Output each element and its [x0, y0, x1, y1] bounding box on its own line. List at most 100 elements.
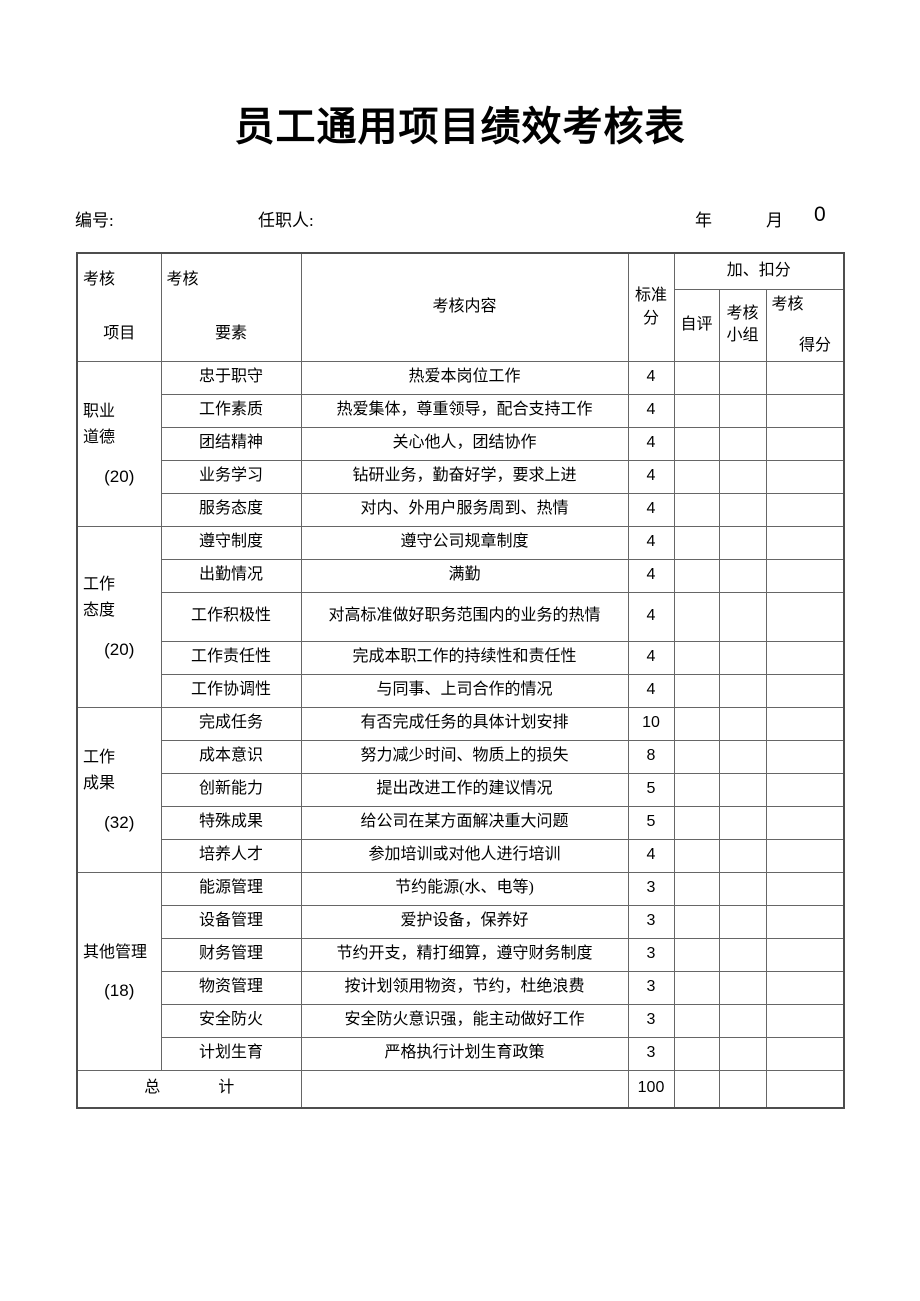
header-element-line1: 考核 [166, 271, 199, 288]
team-eval-cell [718, 393, 767, 428]
final-score-cell [765, 426, 845, 461]
category-cell: 工作 态度 (20) [76, 525, 162, 708]
table-row: 职业 道德 (20) 忠于职守 热爱本岗位工作 4 [76, 360, 845, 527]
header-team-line1: 考核 [726, 305, 759, 323]
final-score-cell [765, 673, 845, 708]
table-row: 团结精神 关心他人，团结协作 4 [77, 426, 845, 461]
final-score-cell [765, 871, 845, 906]
header-assessment-element: 考核 要素 [160, 252, 302, 362]
self-eval-cell [673, 937, 720, 972]
header-standard-score: 标准 分 [627, 252, 675, 362]
table-row: 工作 成果 (32) 完成任务 有否完成任务的具体计划安排 10 [76, 706, 845, 873]
category-weight: (18) [104, 981, 135, 1001]
standard-score-cell: 4 [627, 459, 675, 494]
content-cell: 节约开支，精打细算，遵守财务制度 [300, 937, 629, 972]
table-row: 创新能力 提出改进工作的建议情况 5 [77, 772, 845, 807]
team-eval-cell [718, 492, 767, 527]
category-line: 态度 [83, 601, 116, 619]
standard-score-cell: 3 [627, 904, 675, 939]
header-add-deduct-group: 加、扣分 [673, 252, 845, 290]
team-eval-cell [718, 1003, 767, 1038]
team-eval-cell [718, 1036, 767, 1071]
content-cell: 节约能源(水、电等) [300, 871, 629, 906]
header-row-2: 自评 考核 小组 考核 得分 [77, 288, 845, 362]
header-assessment-content: 考核内容 [300, 252, 629, 362]
final-score-cell [765, 459, 845, 494]
team-eval-cell [718, 970, 767, 1005]
total-label-right: 计 [218, 1079, 235, 1097]
self-eval-cell [673, 838, 720, 873]
content-cell: 给公司在某方面解决重大问题 [300, 805, 629, 840]
final-score-cell [765, 1003, 845, 1038]
content-cell: 爱护设备，保养好 [300, 904, 629, 939]
total-final-score-cell [765, 1069, 845, 1109]
team-eval-cell [718, 459, 767, 494]
header-assessment-item: 考核 项目 [76, 252, 162, 362]
final-score-cell [765, 937, 845, 972]
team-eval-cell [718, 904, 767, 939]
team-eval-cell [718, 591, 767, 642]
element-cell: 业务学习 [160, 459, 302, 494]
final-score-cell [765, 772, 845, 807]
final-score-cell [765, 558, 845, 593]
self-eval-cell [673, 904, 720, 939]
standard-score-cell: 4 [627, 525, 675, 560]
team-eval-cell [718, 871, 767, 906]
team-eval-cell [718, 360, 767, 395]
content-cell: 按计划领用物资，节约，杜绝浪费 [300, 970, 629, 1005]
self-eval-cell [673, 772, 720, 807]
self-eval-cell [673, 970, 720, 1005]
team-eval-cell [718, 772, 767, 807]
total-team-eval-cell [718, 1069, 767, 1109]
element-cell: 完成任务 [160, 706, 302, 741]
element-cell: 团结精神 [160, 426, 302, 461]
category-line: 工作 [83, 576, 116, 594]
header-self-eval: 自评 [673, 288, 720, 362]
content-cell: 努力减少时间、物质上的损失 [300, 739, 629, 774]
holder-label: 任职人: [258, 211, 314, 230]
total-self-eval-cell [673, 1069, 720, 1109]
final-score-cell [765, 360, 845, 395]
self-eval-cell [673, 706, 720, 741]
final-score-cell [765, 525, 845, 560]
header-row-1: 考核 项目 考核 要素 考核内容 标准 分 加、扣分 [76, 252, 845, 362]
total-label-cell: 总计 [76, 1069, 302, 1109]
number-label: 编号: [75, 211, 114, 230]
content-cell: 热爱本岗位工作 [300, 360, 629, 395]
category-line: 工作 [83, 749, 116, 767]
final-score-cell [765, 739, 845, 774]
category-line: 其他管理 [83, 943, 148, 961]
standard-score-cell: 4 [627, 393, 675, 428]
category-cell: 职业 道德 (20) [76, 360, 162, 527]
standard-score-cell: 3 [627, 937, 675, 972]
table-row: 工作积极性 对高标准做好职务范围内的业务的热情 4 [77, 591, 845, 642]
table-row: 特殊成果 给公司在某方面解决重大问题 5 [77, 805, 845, 840]
team-eval-cell [718, 739, 767, 774]
content-cell: 安全防火意识强，能主动做好工作 [300, 1003, 629, 1038]
header-item-line2: 项目 [103, 324, 136, 342]
year-label: 年 [695, 211, 712, 230]
category-label: 职业 道德 (20) [80, 399, 159, 487]
category-weight: (32) [104, 812, 135, 832]
standard-score-cell: 8 [627, 739, 675, 774]
total-row: 总计 100 [76, 1069, 845, 1109]
element-cell: 服务态度 [160, 492, 302, 527]
self-eval-cell [673, 360, 720, 395]
content-cell: 遵守公司规章制度 [300, 525, 629, 560]
table-row: 服务态度 对内、外用户服务周到、热情 4 [77, 492, 845, 527]
team-eval-cell [718, 640, 767, 675]
self-eval-cell [673, 805, 720, 840]
header-standard-line1: 标准 [634, 287, 667, 305]
day-value: 0 [814, 203, 826, 226]
team-eval-cell [718, 805, 767, 840]
final-score-cell [765, 706, 845, 741]
table-row: 工作 态度 (20) 遵守制度 遵守公司规章制度 4 [76, 525, 845, 708]
team-eval-cell [718, 558, 767, 593]
self-eval-cell [673, 525, 720, 560]
content-cell: 参加培训或对他人进行培训 [300, 838, 629, 873]
content-cell: 对高标准做好职务范围内的业务的热情 [300, 591, 629, 642]
self-eval-cell [673, 871, 720, 906]
page-title: 员工通用项目绩效考核表 [234, 105, 686, 149]
standard-score-cell: 4 [627, 492, 675, 527]
